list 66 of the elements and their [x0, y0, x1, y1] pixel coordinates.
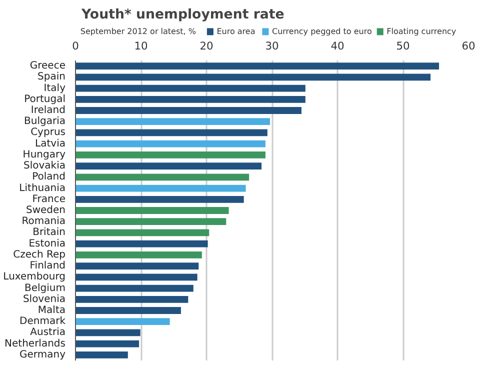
chart-title: Youth* unemployment rate: [80, 8, 284, 22]
bar: [76, 296, 188, 303]
y-tick-label: Netherlands: [4, 338, 66, 350]
bar: [76, 118, 270, 126]
y-tick-label: Germany: [20, 349, 66, 360]
y-tick-label: Malta: [38, 305, 66, 316]
bar: [76, 318, 170, 326]
y-tick-label: Estonia: [28, 238, 66, 250]
bar: [76, 218, 226, 226]
legend-label: Floating currency: [386, 27, 456, 36]
y-tick-label: Czech Rep: [13, 249, 66, 260]
bar: [76, 340, 140, 348]
y-tick-label: Ireland: [30, 105, 66, 116]
bar: [76, 284, 194, 292]
bar: [76, 352, 128, 358]
chart-subtitle: September 2012 or latest, %: [80, 27, 196, 36]
bar: [76, 252, 202, 258]
bar: [76, 62, 440, 70]
y-tick-label: Romania: [22, 216, 66, 228]
y-tick-label: Cyprus: [30, 127, 66, 138]
bar: [76, 329, 140, 336]
y-tick-label: Hungary: [22, 149, 66, 160]
x-tick-label: 40: [330, 40, 344, 52]
bar: [76, 207, 229, 214]
legend-label: Euro area: [216, 27, 256, 36]
bar: [76, 184, 246, 192]
x-tick-label: 50: [396, 40, 410, 52]
bar: [76, 196, 244, 203]
bar: [76, 174, 250, 181]
bar: [76, 129, 268, 136]
bar: [76, 307, 181, 314]
y-tick-label: Latvia: [35, 138, 66, 150]
y-tick-label: Denmark: [20, 316, 66, 328]
bar: [76, 262, 199, 270]
bar: [76, 96, 306, 103]
bar: [76, 152, 266, 158]
y-tick-label: Italy: [44, 82, 66, 94]
bar: [76, 229, 210, 236]
y-tick-label: France: [32, 194, 66, 205]
y-tick-label: Luxembourg: [3, 272, 66, 283]
x-tick-label: 20: [200, 40, 214, 52]
bar: [76, 162, 262, 170]
bar: [76, 74, 431, 81]
y-tick-label: Greece: [30, 60, 66, 72]
y-tick-label: Austria: [30, 327, 66, 338]
bar: [76, 140, 266, 148]
y-tick-label: Sweden: [26, 205, 66, 216]
bar: [76, 107, 302, 114]
bar: [76, 274, 198, 281]
y-tick-label: Slovakia: [24, 160, 66, 172]
legend-label: Currency pegged to euro: [272, 27, 372, 36]
y-tick-label: Spain: [38, 72, 66, 83]
y-tick-label: Finland: [30, 260, 66, 272]
bar: [76, 240, 208, 248]
y-tick-label: Bulgaria: [24, 116, 66, 128]
y-tick-label: Britain: [32, 227, 66, 238]
y-tick-label: Belgium: [24, 282, 66, 294]
bar: [76, 84, 306, 92]
x-tick-label: 10: [134, 40, 148, 52]
y-tick-label: Poland: [32, 172, 66, 183]
x-tick-label: 60: [462, 40, 476, 52]
x-tick-label: 30: [265, 40, 279, 52]
x-tick-label: 0: [72, 40, 80, 52]
y-tick-label: Portugal: [24, 94, 66, 105]
y-tick-label: Slovenia: [22, 294, 66, 305]
y-tick-label: Lithuania: [19, 182, 66, 194]
